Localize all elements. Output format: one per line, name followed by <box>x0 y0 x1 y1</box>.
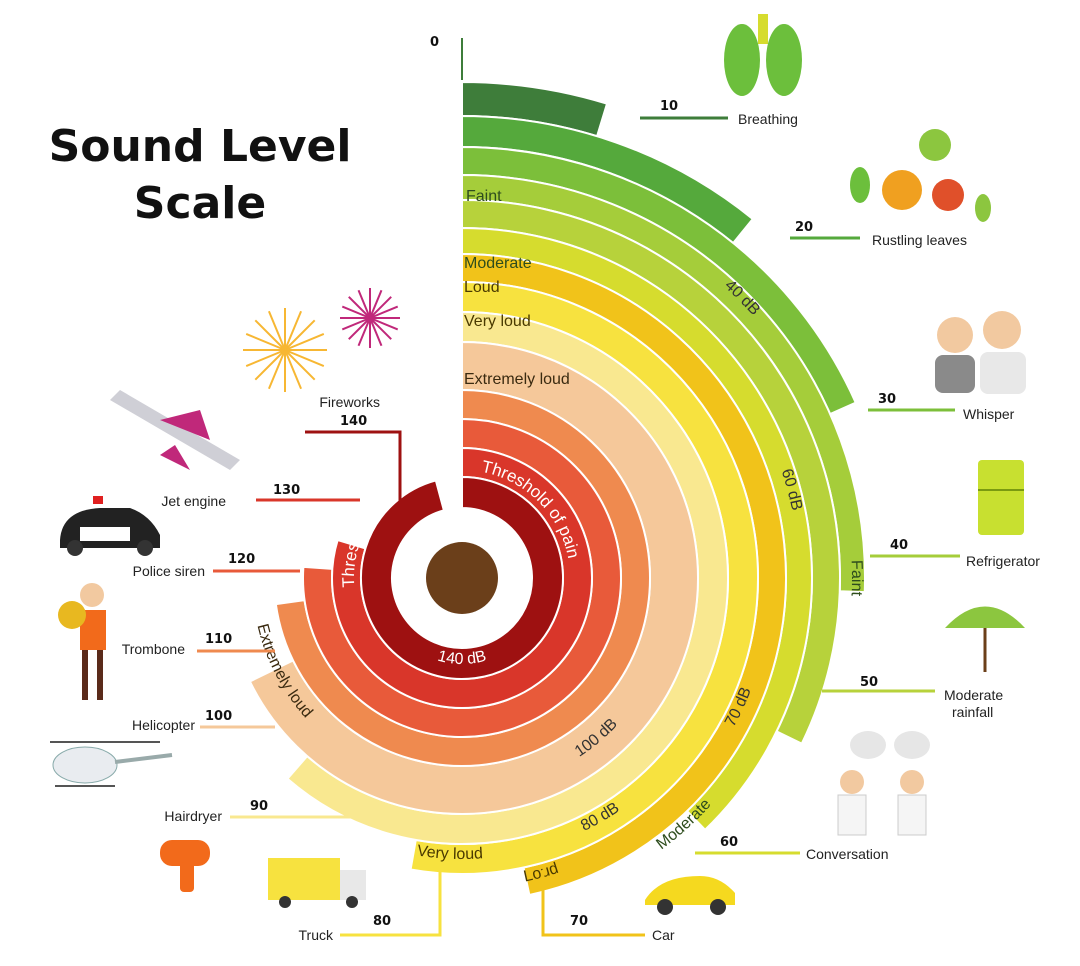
source-label: Conversation <box>806 846 889 862</box>
leaves-icon <box>850 129 991 222</box>
leader-line <box>340 870 442 937</box>
db-value: 20 <box>795 220 813 235</box>
level-130db: 130 Jet engine <box>161 483 360 509</box>
arc-band-140db <box>360 475 564 680</box>
db-value: 90 <box>250 799 268 814</box>
db-value: 140 <box>340 414 367 429</box>
level-120db: 120 Police siren <box>133 552 300 579</box>
jet-icon <box>110 390 240 470</box>
db-value: 130 <box>273 483 300 498</box>
arc-bands <box>248 38 866 897</box>
trombone-icon <box>58 583 106 700</box>
db-value: 0 <box>430 35 439 50</box>
source-label: Police siren <box>133 563 205 579</box>
truck-icon <box>268 858 366 908</box>
band-label-very-loud-top: Very loud <box>464 313 531 330</box>
source-label: Car <box>652 927 675 943</box>
car-icon <box>645 876 735 915</box>
db-value: 80 <box>373 914 391 929</box>
umbrella-icon <box>945 606 1025 672</box>
band-label-faint-top: Faint <box>466 188 502 205</box>
db-value: 70 <box>570 914 588 929</box>
band-label-extremely-loud-top: Extremely loud <box>464 371 570 388</box>
band-label-moderate-top: Moderate <box>464 255 532 272</box>
source-label: Helicopter <box>132 717 195 733</box>
title-line-1: Sound Level <box>48 121 352 172</box>
db-value: 120 <box>228 552 255 567</box>
leader-line <box>305 430 402 502</box>
source-label: Moderate rainfall <box>944 687 1003 720</box>
source-label: Rustling leaves <box>872 232 967 248</box>
level-20db: 20 Rustling leaves <box>790 220 967 248</box>
source-label: Hairdryer <box>164 808 222 824</box>
band-label-faint-side: Faint <box>848 560 865 597</box>
level-80db: 80 Truck <box>299 870 442 943</box>
lungs-icon <box>724 14 802 96</box>
db-value: 60 <box>720 835 738 850</box>
source-label: Refrigerator <box>966 553 1040 569</box>
db-value: 40 <box>890 538 908 553</box>
police-car-icon <box>60 496 160 556</box>
db-value: 110 <box>205 632 232 647</box>
level-140db: 140 Fireworks <box>305 394 402 502</box>
center-dot <box>426 542 498 614</box>
db-value: 10 <box>660 99 678 114</box>
level-0db: 0 <box>430 35 439 50</box>
title-line-2: Scale <box>133 178 267 230</box>
db-value: 30 <box>878 392 896 407</box>
refrigerator-icon <box>978 460 1024 535</box>
source-label: Trombone <box>122 641 186 657</box>
level-30db: 30 Whisper <box>868 392 1015 422</box>
level-10db: 10 Breathing <box>640 99 798 127</box>
source-label: Jet engine <box>161 493 226 509</box>
band-label-very-loud-bottom: Very loud <box>416 842 483 863</box>
hairdryer-icon <box>160 840 210 892</box>
level-50db: 50 Moderate rainfall <box>822 675 1003 720</box>
conversation-icon <box>837 731 930 836</box>
source-label: Fireworks <box>319 394 380 410</box>
level-70db: 70 Car <box>541 870 675 943</box>
db-value: 50 <box>860 675 878 690</box>
db-value: 100 <box>205 709 232 724</box>
source-label: Whisper <box>963 406 1015 422</box>
band-label-db-140: 140 dB <box>436 648 488 668</box>
fireworks-icon <box>243 288 400 392</box>
source-label: Truck <box>299 927 334 943</box>
band-label-loud-top: Loud <box>464 279 500 296</box>
leader-line <box>541 870 645 937</box>
source-label: Breathing <box>738 111 798 127</box>
level-100db: 100 Helicopter <box>132 709 275 733</box>
page-title: Sound Level Scale <box>40 118 360 232</box>
level-60db: 60 Conversation <box>695 835 889 862</box>
level-40db: 40 Refrigerator <box>870 538 1040 569</box>
helicopter-icon <box>50 741 173 787</box>
level-icons <box>50 14 1026 915</box>
level-90db: 90 Hairdryer <box>164 799 370 824</box>
whisper-icon <box>935 311 1026 394</box>
level-110db: 110 Trombone <box>122 632 275 657</box>
level-leaders: 0 10 Breathing 20 Rustling leaves 30 Whisper 40… <box>122 35 1041 943</box>
